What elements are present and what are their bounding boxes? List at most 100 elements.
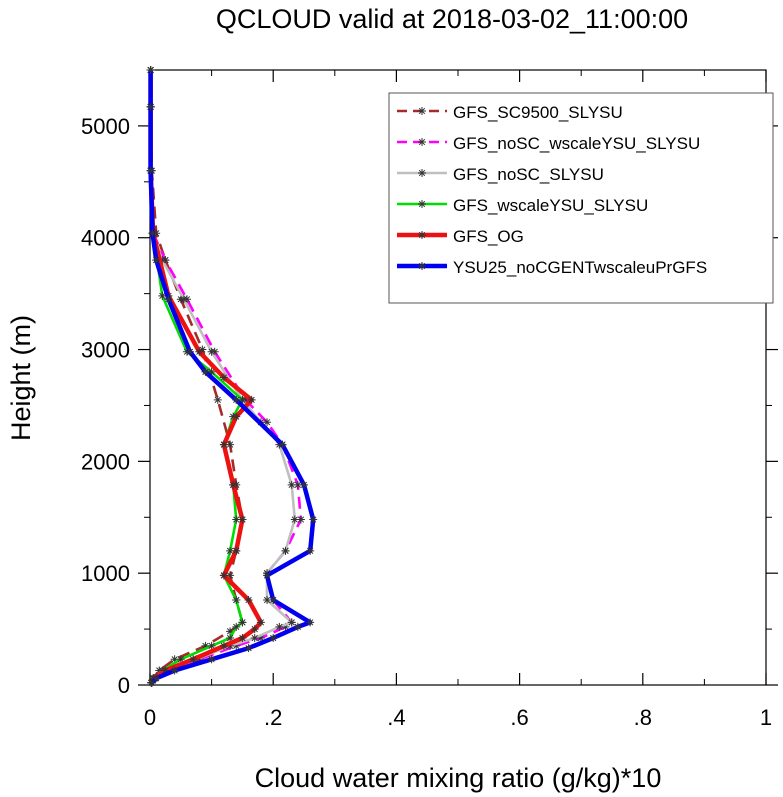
data-point-marker xyxy=(418,138,426,146)
data-point-marker xyxy=(146,102,155,111)
data-point-marker xyxy=(418,262,426,270)
data-point-marker xyxy=(293,622,302,631)
legend-entry: GFS_noSC_SLYSU xyxy=(453,165,604,184)
data-point-marker xyxy=(287,618,296,627)
data-point-marker xyxy=(232,596,241,605)
series-group xyxy=(146,66,318,687)
data-point-marker xyxy=(170,655,179,664)
data-point-marker xyxy=(152,256,161,265)
data-point-marker xyxy=(219,440,228,449)
data-point-marker xyxy=(418,169,426,177)
y-tick-label: 4000 xyxy=(81,226,130,251)
x-tick-label: .2 xyxy=(264,705,282,730)
data-point-marker xyxy=(232,546,241,555)
data-point-marker xyxy=(226,634,235,643)
x-axis-label: Cloud water mixing ratio (g/kg)*10 xyxy=(255,763,662,793)
x-tick-label: 0 xyxy=(144,705,156,730)
data-point-marker xyxy=(195,347,204,356)
data-point-marker xyxy=(269,634,278,643)
data-point-marker xyxy=(226,571,235,580)
data-point-marker xyxy=(179,295,188,304)
axis-ticks: 0 .2 .4 .6 .8 1 0 1000 2000 3000 4000 5000 xyxy=(81,70,778,730)
data-point-marker xyxy=(189,655,198,664)
data-point-marker xyxy=(232,641,241,650)
data-point-marker xyxy=(263,418,272,427)
x-tick-label: .8 xyxy=(634,705,652,730)
y-axis-label: Height (m) xyxy=(6,315,36,441)
data-point-marker xyxy=(226,641,235,650)
data-point-marker xyxy=(176,655,185,664)
legend-entry: GFS_SC9500_SLYSU xyxy=(453,103,623,122)
y-tick-label: 2000 xyxy=(81,449,130,474)
legend-entry: GFS_OG xyxy=(453,227,524,246)
chart-title: QCLOUD valid at 2018-03-02_11:00:00 xyxy=(216,4,688,34)
data-point-marker xyxy=(238,618,247,627)
data-point-marker xyxy=(152,674,161,683)
data-point-marker xyxy=(275,622,284,631)
data-point-marker xyxy=(226,627,235,636)
data-point-marker xyxy=(186,347,195,356)
data-point-marker xyxy=(146,166,155,175)
legend-entry: GFS_noSC_wscaleYSU_SLYSU xyxy=(453,134,700,153)
data-point-marker xyxy=(207,367,216,376)
data-point-marker xyxy=(238,634,247,643)
data-point-marker xyxy=(148,229,157,238)
data-point-marker xyxy=(147,678,156,687)
x-tick-label: 1 xyxy=(760,705,772,730)
data-point-marker xyxy=(256,634,265,643)
data-point-marker xyxy=(158,256,167,265)
data-point-marker xyxy=(201,367,210,376)
series-ysu25-nocgentwscaleuprgfs xyxy=(146,66,318,687)
data-point-marker xyxy=(244,644,253,653)
x-tick-label: .4 xyxy=(387,705,405,730)
data-point-marker xyxy=(300,480,308,489)
series-line xyxy=(148,70,264,684)
data-point-marker xyxy=(207,641,216,650)
data-point-marker xyxy=(207,655,216,664)
data-point-marker xyxy=(226,440,235,449)
data-point-marker xyxy=(232,395,241,404)
data-point-marker xyxy=(250,634,259,643)
data-point-marker xyxy=(269,596,278,605)
legend-entry: YSU25_noCGENTwscaleuPrGFS xyxy=(453,258,707,277)
data-point-marker xyxy=(256,618,265,627)
y-tick-label: 0 xyxy=(118,673,130,698)
data-point-marker xyxy=(146,66,155,74)
data-point-marker xyxy=(201,641,210,650)
data-point-marker xyxy=(164,295,173,304)
data-point-marker xyxy=(287,480,296,489)
data-point-marker xyxy=(238,515,247,524)
data-point-marker xyxy=(309,515,318,524)
data-point-marker xyxy=(263,571,272,580)
data-point-marker xyxy=(213,395,222,404)
data-point-marker xyxy=(306,618,315,627)
data-point-marker xyxy=(219,641,228,650)
data-point-marker xyxy=(263,596,272,605)
data-point-marker xyxy=(296,515,305,524)
data-point-marker xyxy=(418,200,426,208)
data-point-marker xyxy=(232,622,241,631)
data-point-marker xyxy=(281,622,290,631)
data-point-marker xyxy=(247,395,256,404)
data-point-marker xyxy=(238,395,247,404)
data-point-marker xyxy=(232,515,241,524)
data-point-marker xyxy=(290,515,299,524)
data-point-marker xyxy=(418,231,426,239)
data-point-marker xyxy=(418,107,426,115)
data-point-marker xyxy=(244,596,253,605)
data-point-marker xyxy=(293,480,302,489)
legend: GFS_SC9500_SLYSU GFS_noSC_wscaleYSU_SLYSU… xyxy=(388,92,774,304)
data-point-marker xyxy=(226,546,235,555)
data-point-marker xyxy=(306,546,315,555)
series-gfs-og xyxy=(146,66,265,687)
data-point-marker xyxy=(158,291,167,300)
data-point-marker xyxy=(229,480,238,489)
x-tick-label: .6 xyxy=(510,705,528,730)
y-tick-label: 1000 xyxy=(81,561,130,586)
legend-entry: GFS_wscaleYSU_SLYSU xyxy=(453,196,648,215)
y-tick-label: 5000 xyxy=(81,114,130,139)
data-point-marker xyxy=(219,373,228,382)
data-point-marker xyxy=(232,412,241,421)
data-point-marker xyxy=(170,666,179,675)
